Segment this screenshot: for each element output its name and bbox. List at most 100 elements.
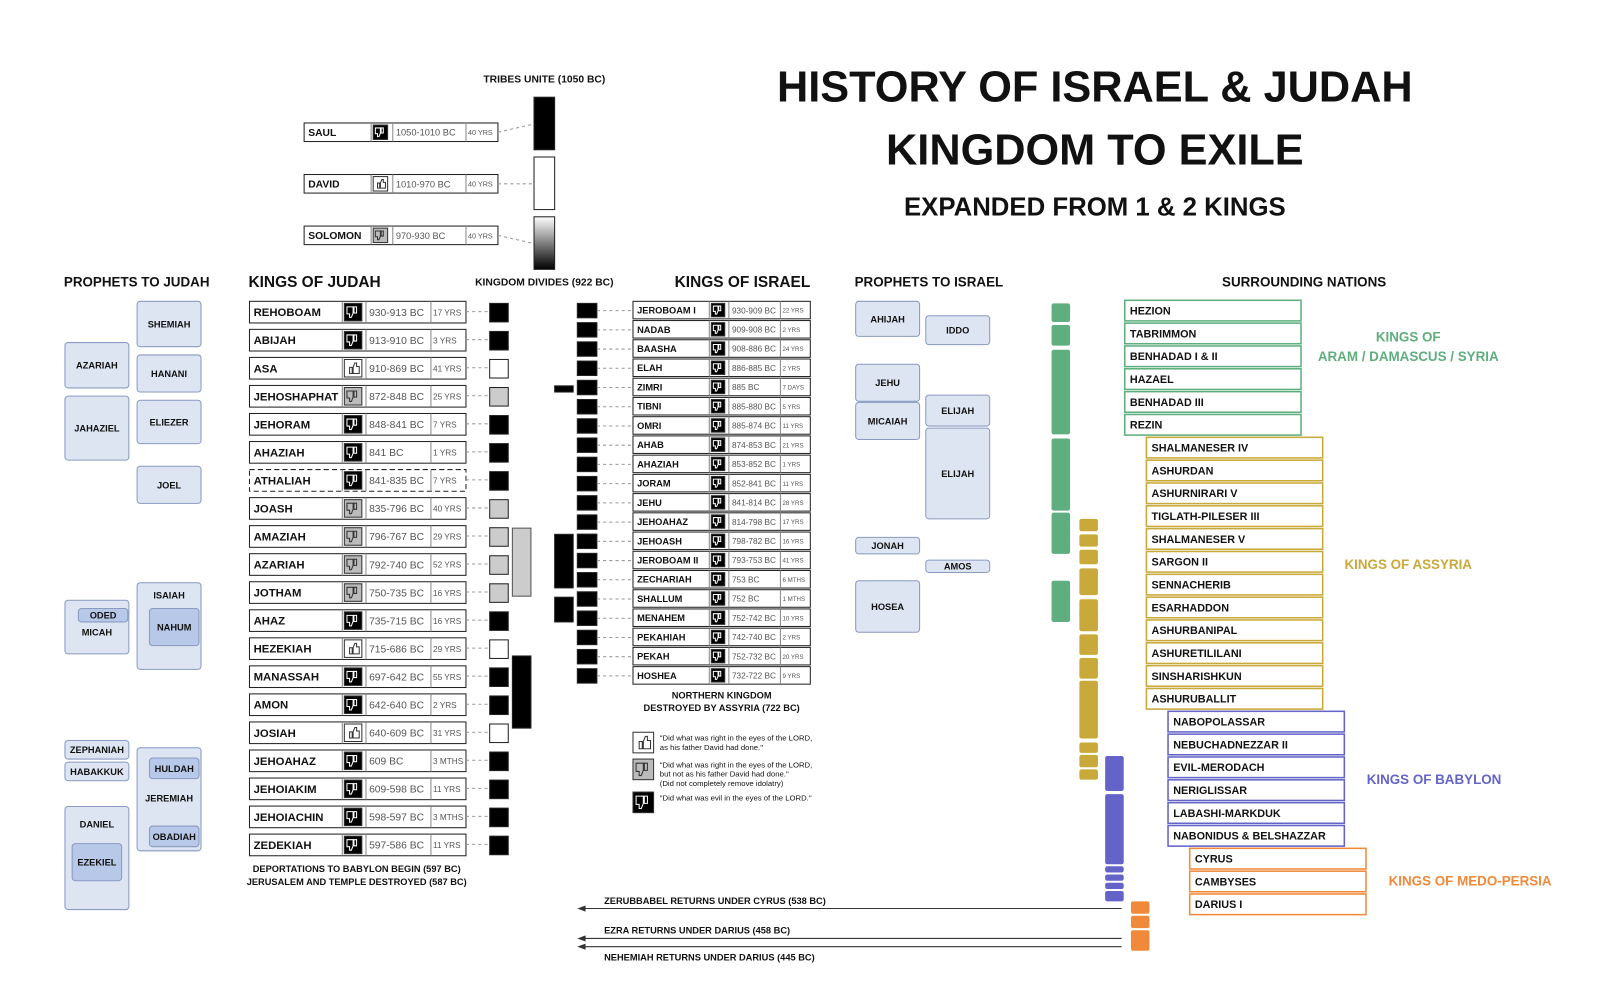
reign-bar — [576, 302, 598, 319]
nation-king: NABOPOLASSAR — [1173, 717, 1265, 729]
nation-king-box — [1167, 756, 1346, 779]
nation-king-box — [1188, 870, 1367, 893]
king-name: JEHOIACHIN — [254, 812, 324, 824]
reign: 742-740 BC — [732, 633, 776, 642]
thumb-icon — [346, 755, 358, 767]
king-name: AHAZIAH — [254, 447, 305, 459]
reign: 732-722 BC — [732, 672, 776, 681]
years: 7 YRS — [433, 421, 457, 430]
reign-bar — [489, 611, 509, 631]
thumb-icon — [712, 420, 722, 430]
heading: KINGS OF ISRAEL — [675, 274, 811, 291]
prophet-box — [925, 427, 991, 520]
prophet-box — [77, 608, 129, 623]
reign-bar — [489, 527, 509, 547]
years: 2 YRS — [433, 701, 457, 710]
reign-bar — [489, 695, 509, 716]
king-name: JEHORAM — [254, 419, 311, 431]
arrow-head — [577, 943, 586, 950]
reign-bar — [576, 418, 598, 434]
reign: 930-913 BC — [369, 308, 425, 319]
years: 1 MTHS — [782, 596, 805, 603]
reign: 835-796 BC — [369, 504, 425, 515]
reign: 909-908 BC — [732, 326, 776, 335]
nation-king: NERIGLISSAR — [1173, 785, 1247, 797]
nation-king-box — [1188, 893, 1367, 916]
years: 40 YRS — [468, 231, 493, 240]
title: HISTORY OF ISRAEL & JUDAH — [777, 63, 1413, 111]
reign-bar — [576, 456, 598, 473]
nation-king: TABRIMMON — [1130, 328, 1197, 340]
years: 40 YRS — [433, 505, 462, 514]
reign: 913-910 BC — [369, 336, 425, 347]
thumb-icon — [712, 670, 722, 680]
years: 29 YRS — [433, 533, 462, 542]
thumb-icon — [712, 363, 722, 373]
prophet-name: HULDAH — [155, 764, 194, 774]
nation-king: LABASHI-MARKDUK — [1173, 808, 1281, 820]
years: 16 YRS — [433, 589, 462, 598]
prophet-box — [136, 399, 202, 445]
thumb-icon — [712, 440, 722, 450]
connector — [497, 123, 535, 133]
nation-king-box — [1167, 801, 1346, 825]
reign: 885 BC — [732, 383, 760, 392]
prophet-name: JEREMIAH — [145, 794, 193, 804]
legend-text: (Did not completely remove idolatry) — [660, 779, 784, 788]
reign: 753 BC — [732, 575, 760, 584]
group-label: KINGS OF — [1376, 329, 1441, 344]
king-name: AHAZIAH — [637, 459, 679, 469]
note: DEPORTATIONS TO BABYLON BEGIN (597 BC) — [253, 864, 461, 874]
king-name: ZEDEKIAH — [254, 840, 312, 852]
prophet-box — [148, 608, 200, 647]
years: 52 YRS — [433, 561, 462, 570]
king-name: ABIJAH — [254, 335, 296, 347]
reign: 752-742 BC — [732, 614, 776, 623]
nation-king: SHALMANESER V — [1152, 534, 1247, 546]
reign-bar — [1105, 882, 1124, 889]
nation-king: NEBUCHADNEZZAR II — [1173, 739, 1288, 751]
reign-bar — [576, 648, 598, 665]
nation-king-box — [1145, 642, 1324, 665]
reign-bar — [489, 667, 509, 687]
nation-king-box — [1167, 733, 1346, 756]
prophet-box — [64, 761, 130, 782]
nation-king: BENHADAD III — [1130, 397, 1204, 409]
thumb-icon — [346, 390, 358, 403]
king-name: ATHALIAH — [254, 475, 311, 487]
nation-king-box — [1167, 824, 1346, 847]
nation-king: ESARHADDON — [1152, 602, 1230, 614]
prophet-name: NAHUM — [157, 623, 192, 633]
reign: 874-853 BC — [732, 441, 776, 450]
reign: 796-767 BC — [369, 532, 425, 543]
prophet-name: JAHAZIEL — [74, 424, 120, 434]
years: 41 YRS — [433, 364, 462, 373]
prophet-box — [148, 757, 200, 780]
reign: 886-885 BC — [732, 364, 776, 373]
thumb-icon — [374, 127, 384, 138]
reign-bar — [576, 533, 598, 550]
reign-bar — [489, 499, 509, 519]
nation-king: REZIN — [1130, 420, 1163, 432]
nation-king: BENHADAD I & II — [1130, 351, 1218, 363]
nation-king-box — [1145, 459, 1324, 482]
reign: 885-880 BC — [732, 402, 776, 411]
nation-king-box — [1145, 505, 1324, 528]
years: 11 YRS — [782, 481, 803, 488]
thumb-icon — [638, 735, 652, 750]
thumb-icon — [712, 324, 722, 334]
arrow-head — [577, 935, 586, 942]
thumb-icon — [346, 418, 358, 431]
prophet-name: ELIJAH — [941, 406, 974, 416]
return-label: NEHEMIAH RETURNS UNDER DARIUS (445 BC) — [604, 952, 815, 962]
reign: 715-686 BC — [369, 644, 425, 655]
king-name: AHAB — [637, 440, 664, 450]
king-name: PEKAHIAH — [637, 632, 686, 642]
years: 40 YRS — [468, 180, 493, 189]
heading: PROPHETS TO JUDAH — [64, 274, 210, 289]
reign-bar — [1105, 755, 1124, 792]
prophet-name: AZARIAH — [76, 361, 118, 371]
reign: 885-874 BC — [732, 422, 776, 431]
prophet-box — [136, 354, 202, 393]
